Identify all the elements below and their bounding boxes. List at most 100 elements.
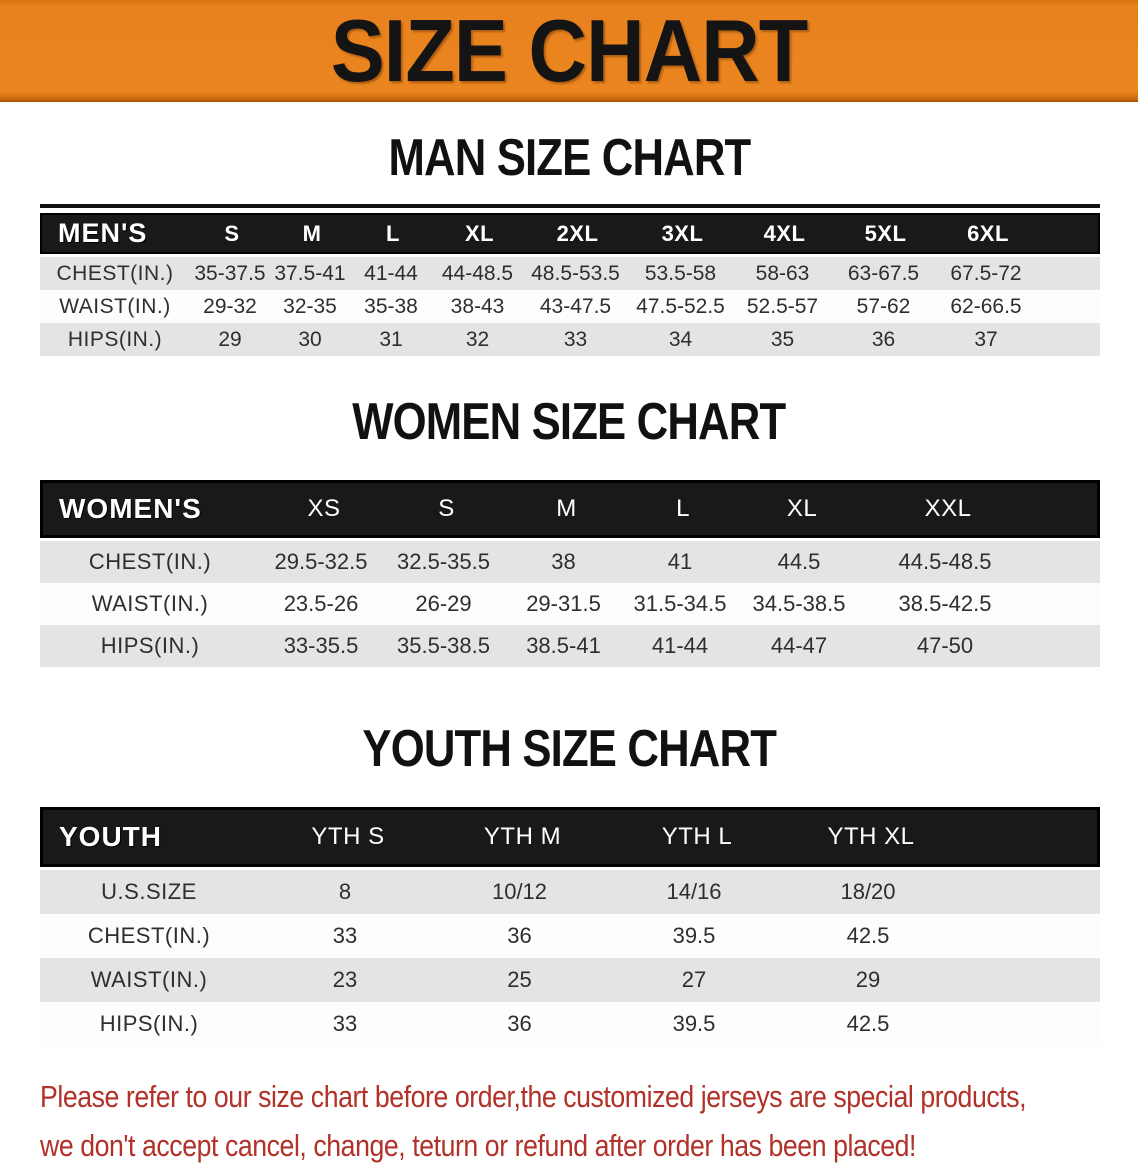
measurement-label-cell: WAIST(IN.) bbox=[91, 591, 209, 616]
size-value-cell: 38 bbox=[551, 549, 576, 574]
men-section-heading: MAN SIZE CHART bbox=[0, 128, 1138, 188]
measurement-label-cell: HIPS(IN.) bbox=[67, 327, 163, 351]
measurement-row: HIPS(IN.) 29 30 31 32 33 34 35 36 37 bbox=[40, 323, 1100, 356]
size-column-header: XXL bbox=[924, 495, 972, 522]
measurement-row: U.S.SIZE 8 10/12 14/16 18/20 bbox=[40, 870, 1100, 914]
size-value-cell: 41-44 bbox=[364, 261, 418, 285]
size-column-header: 5XL bbox=[864, 220, 907, 246]
size-value-cell: 33-35.5 bbox=[283, 633, 359, 658]
size-value-cell: 52.5-57 bbox=[746, 294, 819, 318]
measurement-row: WAIST(IN.) 23.5-26 26-29 29-31.5 31.5-34.5 34… bbox=[40, 583, 1100, 625]
size-column-header: 3XL bbox=[661, 220, 704, 246]
size-value-cell: 37 bbox=[974, 327, 998, 351]
size-value-cell: 26-29 bbox=[415, 591, 472, 616]
measurement-label-cell: WAIST(IN.) bbox=[59, 294, 171, 318]
size-column-header: YTH L bbox=[661, 823, 733, 850]
size-value-cell: 36 bbox=[507, 923, 532, 948]
measurement-label-cell: WAIST(IN.) bbox=[90, 967, 208, 992]
size-value-cell: 43-47.5 bbox=[539, 294, 612, 318]
size-chart-banner: SIZE CHART bbox=[0, 0, 1138, 102]
table-corner-label: WOMEN'S bbox=[59, 493, 202, 524]
disclaimer-line-2: we don't accept cancel, change, teturn o… bbox=[40, 1128, 917, 1163]
size-value-cell: 47.5-52.5 bbox=[636, 294, 725, 318]
youth-heading-text: YOUTH SIZE CHART bbox=[362, 720, 777, 778]
measurement-row: CHEST(IN.) 35-37.5 37.5-41 41-44 44-48.5 48.5… bbox=[40, 257, 1100, 290]
measurement-row: CHEST(IN.) 29.5-32.5 32.5-35.5 38 41 44.5 44.5… bbox=[40, 541, 1100, 583]
measurement-row: WAIST(IN.) 23 25 27 29 bbox=[40, 958, 1100, 1002]
size-column-header: L bbox=[676, 495, 690, 522]
size-value-cell: 36 bbox=[507, 1011, 532, 1036]
measurement-label-cell: CHEST(IN.) bbox=[56, 261, 174, 285]
measurement-row: CHEST(IN.) 33 36 39.5 42.5 bbox=[40, 914, 1100, 958]
table-header-row: MEN'S S M L XL 2XL 3XL 4XL 5XL 6XL bbox=[40, 213, 1100, 254]
size-column-header: 2XL bbox=[556, 220, 599, 246]
size-value-cell: 35-38 bbox=[364, 294, 418, 318]
size-value-cell: 38-43 bbox=[450, 294, 505, 318]
size-value-cell: 41 bbox=[667, 549, 693, 574]
size-value-cell: 44.5-48.5 bbox=[898, 549, 992, 574]
size-value-cell: 32.5-35.5 bbox=[397, 549, 490, 574]
banner-title: SIZE CHART bbox=[330, 1, 808, 100]
size-value-cell: 36 bbox=[871, 327, 896, 351]
youth-size-section: YOUTH SIZE CHART YOUTH YTH S YTH M YTH L YTH… bbox=[0, 719, 1138, 1046]
size-column-header: YTH S bbox=[311, 823, 385, 850]
size-column-header: 4XL bbox=[763, 220, 806, 246]
size-value-cell: 35.5-38.5 bbox=[397, 633, 490, 658]
size-value-cell: 35-37.5 bbox=[194, 261, 266, 285]
size-value-cell: 42.5 bbox=[846, 923, 890, 948]
size-value-cell: 42.5 bbox=[846, 1011, 890, 1036]
table-header-row: YOUTH YTH S YTH M YTH L YTH XL bbox=[40, 807, 1100, 867]
measurement-label-cell: CHEST(IN.) bbox=[88, 549, 212, 574]
measurement-label-cell: HIPS(IN.) bbox=[99, 1011, 199, 1036]
size-value-cell: 32 bbox=[465, 327, 490, 351]
size-value-cell: 25 bbox=[507, 967, 532, 992]
measurement-label-cell: U.S.SIZE bbox=[101, 879, 197, 904]
size-value-cell: 39.5 bbox=[672, 1011, 716, 1036]
size-column-header: YTH M bbox=[483, 823, 562, 850]
size-value-cell: 29-31.5 bbox=[526, 591, 601, 616]
size-value-cell: 57-62 bbox=[856, 294, 911, 318]
size-value-cell: 47-50 bbox=[916, 633, 974, 658]
size-value-cell: 33 bbox=[563, 327, 588, 351]
measurement-row: HIPS(IN.) 33 36 39.5 42.5 bbox=[40, 1002, 1100, 1046]
disclaimer-line-1: Please refer to our size chart before or… bbox=[40, 1079, 1027, 1114]
size-value-cell: 18/20 bbox=[840, 879, 896, 904]
size-column-header: L bbox=[386, 220, 400, 246]
size-value-cell: 31 bbox=[379, 327, 403, 351]
size-column-header: YTH XL bbox=[827, 823, 915, 850]
table-header-row: WOMEN'S XS S M L XL XXL bbox=[40, 480, 1100, 538]
size-value-cell: 29 bbox=[218, 327, 242, 351]
men-heading-text: MAN SIZE CHART bbox=[388, 129, 751, 187]
measurement-label-cell: CHEST(IN.) bbox=[87, 923, 211, 948]
size-value-cell: 53.5-58 bbox=[644, 261, 717, 285]
size-value-cell: 67.5-72 bbox=[950, 261, 1022, 285]
size-value-cell: 44.5 bbox=[777, 549, 821, 574]
women-size-section: WOMEN SIZE CHART WOMEN'S XS S M L XL XXL CHEST(… bbox=[0, 392, 1138, 667]
youth-size-table: YOUTH YTH S YTH M YTH L YTH XL U.S.SIZE 8 10/12… bbox=[40, 807, 1100, 1046]
order-disclaimer: Please refer to our size chart before or… bbox=[40, 1072, 1138, 1170]
measurement-row: WAIST(IN.) 29-32 32-35 35-38 38-43 43-47.5 47.… bbox=[40, 290, 1100, 323]
size-column-header: XL bbox=[464, 220, 495, 246]
size-value-cell: 34 bbox=[668, 327, 693, 351]
size-value-cell: 33 bbox=[332, 923, 358, 948]
table-corner-label: YOUTH bbox=[59, 821, 162, 852]
size-column-header: S bbox=[224, 220, 240, 246]
size-value-cell: 32-35 bbox=[283, 294, 337, 318]
size-value-cell: 10/12 bbox=[491, 879, 548, 904]
size-column-header: XL bbox=[786, 495, 818, 522]
women-heading-text: WOMEN SIZE CHART bbox=[352, 393, 786, 451]
women-section-heading: WOMEN SIZE CHART bbox=[0, 392, 1138, 452]
size-value-cell: 23 bbox=[332, 967, 358, 992]
size-value-cell: 34.5-38.5 bbox=[752, 591, 846, 616]
measurement-label-cell: HIPS(IN.) bbox=[100, 633, 200, 658]
size-value-cell: 37.5-41 bbox=[274, 261, 346, 285]
size-value-cell: 14/16 bbox=[666, 879, 722, 904]
size-value-cell: 23.5-26 bbox=[283, 591, 359, 616]
size-value-cell: 39.5 bbox=[672, 923, 716, 948]
size-value-cell: 30 bbox=[298, 327, 322, 351]
youth-section-heading: YOUTH SIZE CHART bbox=[0, 719, 1138, 779]
size-value-cell: 44-47 bbox=[770, 633, 828, 658]
men-size-section: MAN SIZE CHART MEN'S S M L XL 2XL 3XL 4XL 5XL 6XL… bbox=[0, 128, 1138, 356]
size-value-cell: 33 bbox=[332, 1011, 358, 1036]
measurement-row: HIPS(IN.) 33-35.5 35.5-38.5 38.5-41 41-44 44-… bbox=[40, 625, 1100, 667]
